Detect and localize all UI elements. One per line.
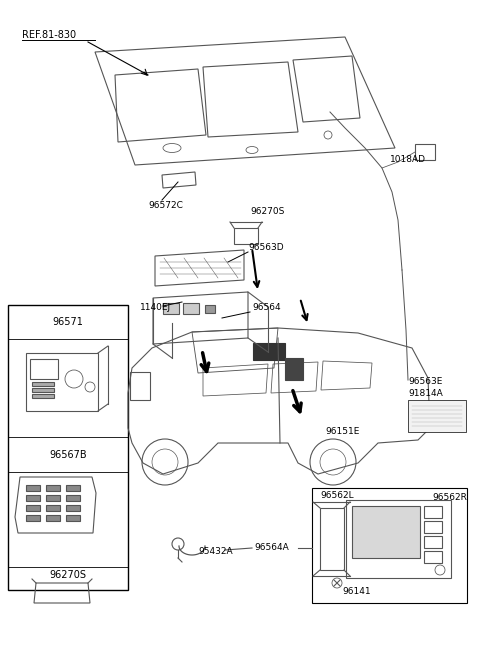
Bar bbox=[320, 508, 344, 570]
Bar bbox=[253, 343, 285, 360]
Bar bbox=[66, 505, 80, 511]
Bar bbox=[163, 303, 179, 314]
Bar bbox=[8, 305, 128, 590]
Bar bbox=[205, 305, 215, 313]
Bar bbox=[352, 506, 420, 558]
Text: 96567B: 96567B bbox=[49, 450, 87, 460]
Bar bbox=[66, 515, 80, 521]
Bar bbox=[66, 485, 80, 491]
Text: 96562L: 96562L bbox=[320, 491, 354, 499]
Text: REF.81-830: REF.81-830 bbox=[22, 30, 76, 40]
Text: 96563E: 96563E bbox=[408, 377, 443, 386]
Text: 1018AD: 1018AD bbox=[390, 155, 426, 165]
Bar bbox=[130, 372, 150, 400]
Bar bbox=[30, 359, 58, 379]
Bar bbox=[32, 382, 54, 386]
Bar bbox=[234, 228, 258, 244]
Text: 96562R: 96562R bbox=[432, 493, 467, 501]
Bar bbox=[312, 488, 467, 603]
Bar bbox=[46, 505, 60, 511]
Bar bbox=[424, 506, 442, 518]
Bar bbox=[26, 505, 40, 511]
Text: 96141: 96141 bbox=[342, 588, 371, 596]
Bar bbox=[415, 144, 435, 160]
Text: 96151E: 96151E bbox=[325, 428, 360, 436]
Text: 96571: 96571 bbox=[53, 317, 84, 327]
Bar bbox=[46, 485, 60, 491]
Bar bbox=[32, 394, 54, 398]
Bar bbox=[66, 495, 80, 501]
Text: 96270S: 96270S bbox=[49, 570, 86, 580]
Bar bbox=[26, 485, 40, 491]
Bar bbox=[26, 495, 40, 501]
Bar bbox=[424, 536, 442, 548]
Bar bbox=[183, 303, 199, 314]
Bar bbox=[424, 551, 442, 563]
Text: 96572C: 96572C bbox=[148, 201, 183, 209]
Bar bbox=[346, 500, 451, 578]
Text: 91814A: 91814A bbox=[408, 388, 443, 398]
Bar bbox=[26, 515, 40, 521]
Bar bbox=[46, 495, 60, 501]
Text: 96563D: 96563D bbox=[248, 243, 284, 253]
Bar bbox=[32, 388, 54, 392]
Bar bbox=[26, 353, 98, 411]
Text: 96564: 96564 bbox=[252, 304, 281, 312]
Text: 95432A: 95432A bbox=[198, 548, 233, 556]
Bar bbox=[424, 521, 442, 533]
Bar bbox=[285, 358, 303, 380]
Text: 1140EJ: 1140EJ bbox=[140, 304, 171, 312]
Text: 96270S: 96270S bbox=[250, 207, 284, 216]
Bar bbox=[408, 400, 466, 432]
Text: 96564A: 96564A bbox=[254, 544, 289, 552]
Bar bbox=[46, 515, 60, 521]
